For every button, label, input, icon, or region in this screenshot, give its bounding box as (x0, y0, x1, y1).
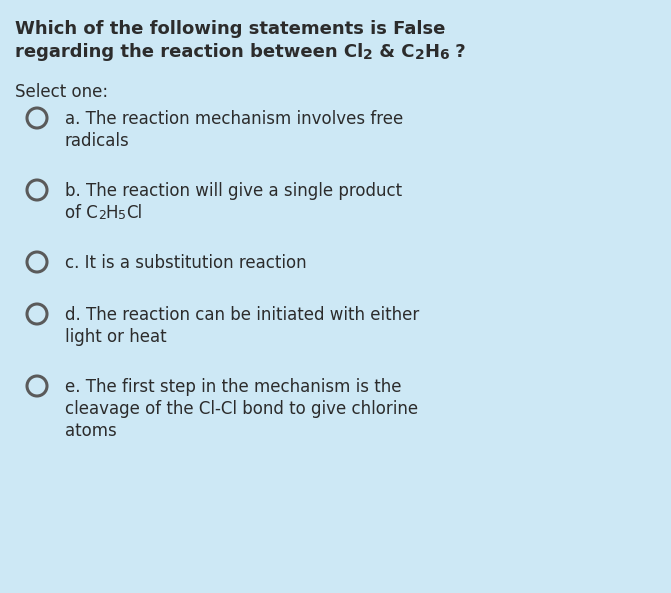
Text: e. The first step in the mechanism is the: e. The first step in the mechanism is th… (65, 378, 401, 396)
Text: a. The reaction mechanism involves free: a. The reaction mechanism involves free (65, 110, 403, 128)
Text: ?: ? (449, 43, 466, 61)
Text: 5: 5 (118, 209, 126, 222)
Text: of C: of C (65, 204, 98, 222)
Text: light or heat: light or heat (65, 328, 166, 346)
Text: Which of the following statements is False: Which of the following statements is Fal… (15, 20, 446, 38)
Circle shape (27, 304, 47, 324)
Text: radicals: radicals (65, 132, 130, 150)
Circle shape (27, 376, 47, 396)
Text: Select one:: Select one: (15, 83, 108, 101)
Circle shape (27, 252, 47, 272)
Circle shape (27, 108, 47, 128)
Text: cleavage of the Cl-Cl bond to give chlorine: cleavage of the Cl-Cl bond to give chlor… (65, 400, 418, 418)
Text: Cl: Cl (126, 204, 142, 222)
Text: 2: 2 (363, 48, 373, 62)
Text: c. It is a substitution reaction: c. It is a substitution reaction (65, 254, 307, 272)
Text: 2: 2 (98, 209, 105, 222)
Text: d. The reaction can be initiated with either: d. The reaction can be initiated with ei… (65, 306, 419, 324)
Text: H: H (424, 43, 440, 61)
Text: b. The reaction will give a single product: b. The reaction will give a single produ… (65, 182, 402, 200)
Text: 2: 2 (415, 48, 424, 62)
Circle shape (27, 180, 47, 200)
Text: regarding the reaction between Cl: regarding the reaction between Cl (15, 43, 363, 61)
Text: & C: & C (373, 43, 415, 61)
Text: H: H (105, 204, 118, 222)
Text: 6: 6 (440, 48, 449, 62)
Text: atoms: atoms (65, 422, 117, 440)
